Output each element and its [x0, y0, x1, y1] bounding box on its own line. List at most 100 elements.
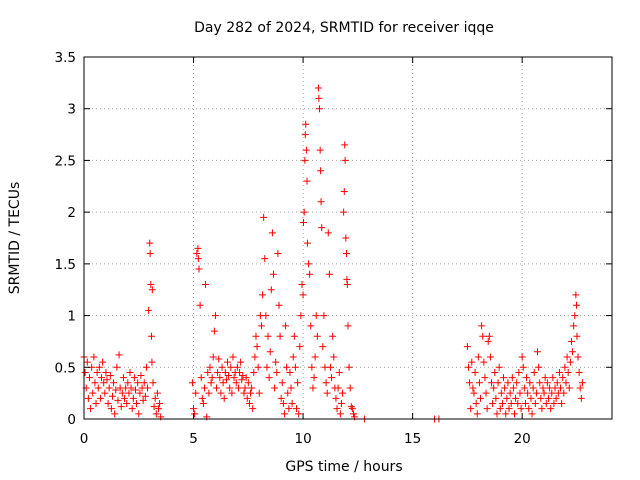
data-point	[293, 405, 301, 413]
data-point	[253, 343, 261, 351]
data-point	[485, 332, 493, 340]
data-point	[277, 394, 285, 402]
data-point	[341, 141, 349, 149]
data-point	[509, 384, 517, 392]
data-point	[249, 405, 257, 413]
data-point	[323, 389, 331, 397]
data-point	[147, 332, 155, 340]
data-point	[492, 394, 500, 402]
data-point	[337, 399, 345, 407]
data-point	[263, 363, 271, 371]
data-point	[260, 213, 268, 221]
data-point	[254, 363, 262, 371]
data-point	[531, 399, 539, 407]
data-point	[236, 368, 244, 376]
data-point	[101, 389, 109, 397]
data-point	[488, 379, 496, 387]
data-point	[248, 384, 256, 392]
y-axis-label: SRMTID / TECUs	[7, 182, 23, 295]
data-point	[506, 389, 514, 397]
data-point	[244, 379, 252, 387]
data-point	[341, 156, 349, 164]
data-point	[224, 358, 232, 366]
data-point	[156, 399, 164, 407]
x-tick-label: 0	[80, 431, 89, 447]
data-point	[151, 394, 159, 402]
data-point	[265, 374, 273, 382]
data-point	[136, 389, 144, 397]
y-tick-label: 2.5	[55, 153, 76, 169]
data-point	[247, 389, 255, 397]
data-point	[284, 389, 292, 397]
data-point	[290, 332, 298, 340]
data-point	[525, 405, 533, 413]
plot-frame	[83, 56, 613, 420]
data-point	[575, 368, 583, 376]
data-point	[558, 399, 566, 407]
data-point	[314, 84, 322, 92]
data-point	[134, 379, 142, 387]
data-point	[204, 368, 212, 376]
data-point	[142, 363, 150, 371]
data-point	[463, 343, 471, 351]
data-point	[472, 399, 480, 407]
data-point	[283, 363, 291, 371]
data-point	[547, 405, 555, 413]
data-point	[228, 389, 236, 397]
data-point	[81, 368, 89, 376]
data-point	[340, 187, 348, 195]
data-point	[218, 363, 226, 371]
data-point	[279, 399, 287, 407]
x-axis-label: GPS time / hours	[285, 459, 402, 475]
data-point	[527, 394, 535, 402]
data-point	[245, 399, 253, 407]
data-point	[140, 379, 148, 387]
data-point	[275, 301, 283, 309]
data-point	[576, 384, 584, 392]
data-point	[559, 374, 567, 382]
data-point	[514, 399, 522, 407]
data-point	[303, 177, 311, 185]
data-point	[543, 379, 551, 387]
data-point	[305, 260, 313, 268]
data-point	[501, 384, 509, 392]
data-point	[572, 291, 580, 299]
data-point	[191, 410, 199, 418]
data-point	[549, 374, 557, 382]
data-point	[471, 368, 479, 376]
data-point	[195, 265, 203, 273]
data-point	[295, 410, 303, 418]
data-point	[466, 379, 474, 387]
data-point	[301, 156, 309, 164]
data-point	[276, 332, 284, 340]
data-point	[233, 363, 241, 371]
data-point	[557, 384, 565, 392]
data-point	[500, 374, 508, 382]
data-point	[119, 374, 127, 382]
data-point	[333, 405, 341, 413]
data-point	[148, 286, 156, 294]
data-point	[252, 332, 260, 340]
data-point	[141, 392, 149, 400]
x-tick-label: 10	[294, 431, 311, 447]
data-point	[310, 374, 318, 382]
data-point	[344, 322, 352, 330]
data-point	[511, 410, 519, 418]
data-point	[150, 403, 158, 411]
data-point	[309, 384, 317, 392]
data-point	[232, 379, 240, 387]
data-point	[188, 379, 196, 387]
data-point	[480, 358, 488, 366]
data-point	[538, 405, 546, 413]
data-point	[219, 379, 227, 387]
data-point	[493, 410, 501, 418]
data-point	[238, 376, 246, 384]
data-point	[240, 389, 248, 397]
data-point	[521, 399, 529, 407]
data-point	[563, 353, 571, 361]
data-point	[519, 363, 527, 371]
x-tick-label: 20	[514, 431, 531, 447]
data-point	[302, 146, 310, 154]
data-point	[154, 405, 162, 413]
